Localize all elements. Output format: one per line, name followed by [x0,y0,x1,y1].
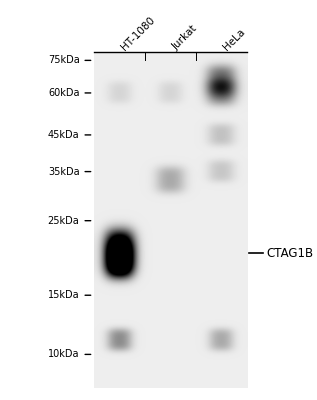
Text: CTAG1B: CTAG1B [267,247,314,260]
Text: 25kDa: 25kDa [48,216,80,226]
Text: 35kDa: 35kDa [48,166,80,176]
Text: Jurkat: Jurkat [171,23,199,52]
Text: 10kDa: 10kDa [48,350,80,359]
Text: 60kDa: 60kDa [48,88,80,98]
Text: HeLa: HeLa [221,26,247,52]
Text: 15kDa: 15kDa [48,290,80,300]
Text: 45kDa: 45kDa [48,130,80,140]
Text: 75kDa: 75kDa [48,55,80,65]
Text: HT-1080: HT-1080 [120,14,157,52]
